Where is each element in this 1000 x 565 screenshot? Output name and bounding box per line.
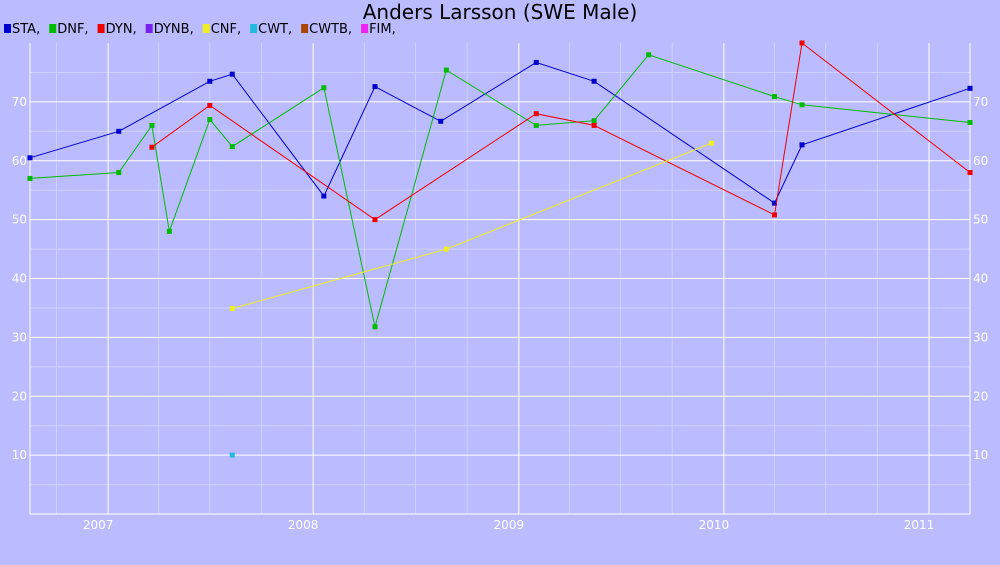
legend-label-dyn: DYN, <box>106 22 137 37</box>
y-tick-label: 70 <box>12 95 27 109</box>
data-point-sta <box>207 78 213 84</box>
legend-swatch-cwtb <box>301 24 309 33</box>
y-tick-label: 40 <box>973 272 988 286</box>
series-layer <box>27 40 973 458</box>
data-point-cnf <box>443 246 449 252</box>
data-point-dnf <box>372 324 378 330</box>
data-point-sta <box>372 84 378 90</box>
data-point-sta <box>229 71 235 77</box>
legend-item-sta: STA, <box>4 22 40 37</box>
legend-swatch-fim <box>361 24 369 33</box>
data-point-dnf <box>799 102 805 108</box>
data-point-dyn <box>207 102 213 108</box>
legend: STA, DNF, DYN, DYNB, CNF, CWT, CWTB, FIM, <box>4 22 396 37</box>
data-point-sta <box>27 155 33 161</box>
y-tick-label: 70 <box>973 95 988 109</box>
data-point-cwt <box>229 452 235 458</box>
y-tick-label: 60 <box>12 154 27 168</box>
data-point-dnf <box>591 118 597 124</box>
legend-label-fim: FIM, <box>369 22 396 37</box>
data-point-dnf <box>771 94 777 100</box>
y-tick-label: 20 <box>973 389 988 403</box>
data-point-sta <box>116 128 122 134</box>
series-sta <box>27 59 973 206</box>
legend-item-dynb: DYNB, <box>145 22 194 37</box>
data-point-dnf <box>321 85 327 91</box>
legend-label-cnf: CNF, <box>211 22 241 37</box>
series-dnf <box>27 52 973 330</box>
legend-label-cwtb: CWTB, <box>309 22 352 37</box>
x-tick-label: 2011 <box>904 518 935 532</box>
y-tick-label: 30 <box>973 330 988 344</box>
data-point-dyn <box>771 212 777 218</box>
legend-label-sta: STA, <box>12 22 40 37</box>
legend-swatch-sta <box>4 24 11 33</box>
legend-label-cwt: CWT, <box>258 22 292 37</box>
x-tick-label: 2008 <box>288 518 319 532</box>
y-tick-label: 60 <box>973 154 988 168</box>
data-point-sta <box>799 142 805 148</box>
data-point-dyn <box>967 170 973 176</box>
data-point-dyn <box>372 217 378 223</box>
legend-item-fim: FIM, <box>361 22 396 37</box>
legend-swatch-dnf <box>49 24 57 33</box>
data-point-dnf <box>229 144 235 150</box>
data-point-dnf <box>646 52 652 58</box>
y-tick-label: 30 <box>12 330 27 344</box>
x-tick-label: 2009 <box>494 518 525 532</box>
series-line-dyn <box>151 42 971 221</box>
data-point-dnf <box>27 175 33 181</box>
series-line-sta <box>29 61 971 204</box>
data-point-cnf <box>229 306 235 312</box>
y-tick-label: 20 <box>12 389 27 403</box>
series-line-dnf <box>29 54 971 327</box>
x-tick-label: 2010 <box>699 518 730 532</box>
data-point-dyn <box>149 144 155 150</box>
series-line-cnf <box>232 142 712 309</box>
legend-label-dynb: DYNB, <box>154 22 194 37</box>
legend-swatch-dyn <box>97 24 105 33</box>
data-point-dnf <box>116 170 122 176</box>
data-point-sta <box>771 200 777 206</box>
chart-title: Anders Larsson (SWE Male) <box>363 0 638 24</box>
data-point-dnf <box>533 122 539 128</box>
y-tick-label: 50 <box>12 213 27 227</box>
y-tick-label: 50 <box>973 213 988 227</box>
data-point-dyn <box>591 122 597 128</box>
legend-label-dnf: DNF, <box>57 22 88 37</box>
legend-item-cnf: CNF, <box>202 22 241 37</box>
series-cwt <box>229 452 235 458</box>
data-point-dyn <box>799 40 805 46</box>
data-point-dnf <box>967 119 973 125</box>
data-point-dnf <box>207 117 213 123</box>
axes: 10 10 20 20 30 30 40 40 50 50 60 60 70 70 2007 2008 2009… <box>12 43 988 532</box>
data-point-sta <box>438 118 444 124</box>
data-point-sta <box>321 193 327 199</box>
legend-item-dnf: DNF, <box>49 22 89 37</box>
legend-swatch-cwt <box>250 24 258 33</box>
data-point-dnf <box>443 67 449 73</box>
data-point-sta <box>591 78 597 84</box>
y-tick-label: 10 <box>973 448 988 462</box>
series-cnf <box>229 140 715 312</box>
legend-swatch-dynb <box>145 24 153 33</box>
legend-item-dyn: DYN, <box>97 22 137 37</box>
legend-item-cwtb: CWTB, <box>301 22 352 37</box>
data-point-dnf <box>166 228 172 234</box>
data-point-dnf <box>149 122 155 128</box>
data-point-sta <box>967 85 973 91</box>
legend-item-cwt: CWT, <box>250 22 292 37</box>
data-point-dyn <box>533 111 539 117</box>
y-tick-label: 40 <box>12 272 27 286</box>
data-point-cnf <box>709 140 715 146</box>
series-dyn <box>149 40 973 223</box>
grid <box>30 43 970 514</box>
y-tick-label: 10 <box>12 448 27 462</box>
legend-swatch-cnf <box>202 24 210 33</box>
data-point-sta <box>533 59 539 65</box>
x-tick-label: 2007 <box>83 518 114 532</box>
